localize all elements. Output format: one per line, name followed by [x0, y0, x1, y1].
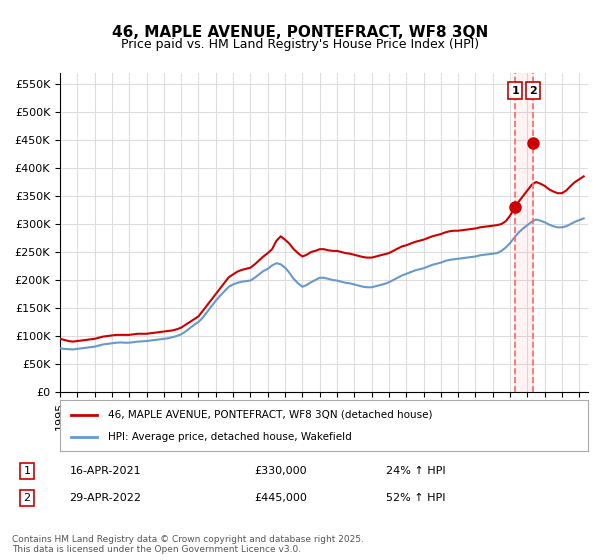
- Text: 2: 2: [529, 86, 537, 96]
- Bar: [515, 73, 533, 392]
- Text: 29-APR-2022: 29-APR-2022: [70, 493, 142, 503]
- Text: 46, MAPLE AVENUE, PONTEFRACT, WF8 3QN: 46, MAPLE AVENUE, PONTEFRACT, WF8 3QN: [112, 25, 488, 40]
- Text: Price paid vs. HM Land Registry's House Price Index (HPI): Price paid vs. HM Land Registry's House …: [121, 38, 479, 50]
- Text: HPI: Average price, detached house, Wakefield: HPI: Average price, detached house, Wake…: [107, 432, 351, 442]
- Text: 2: 2: [23, 493, 31, 503]
- Text: 46, MAPLE AVENUE, PONTEFRACT, WF8 3QN (detached house): 46, MAPLE AVENUE, PONTEFRACT, WF8 3QN (d…: [107, 409, 432, 419]
- Text: 24% ↑ HPI: 24% ↑ HPI: [386, 466, 446, 476]
- Text: 1: 1: [23, 466, 31, 476]
- Text: 52% ↑ HPI: 52% ↑ HPI: [386, 493, 446, 503]
- Text: £330,000: £330,000: [254, 466, 307, 476]
- Text: Contains HM Land Registry data © Crown copyright and database right 2025.
This d: Contains HM Land Registry data © Crown c…: [12, 535, 364, 554]
- Text: 16-APR-2021: 16-APR-2021: [70, 466, 141, 476]
- Text: £445,000: £445,000: [254, 493, 307, 503]
- Text: 1: 1: [511, 86, 519, 96]
